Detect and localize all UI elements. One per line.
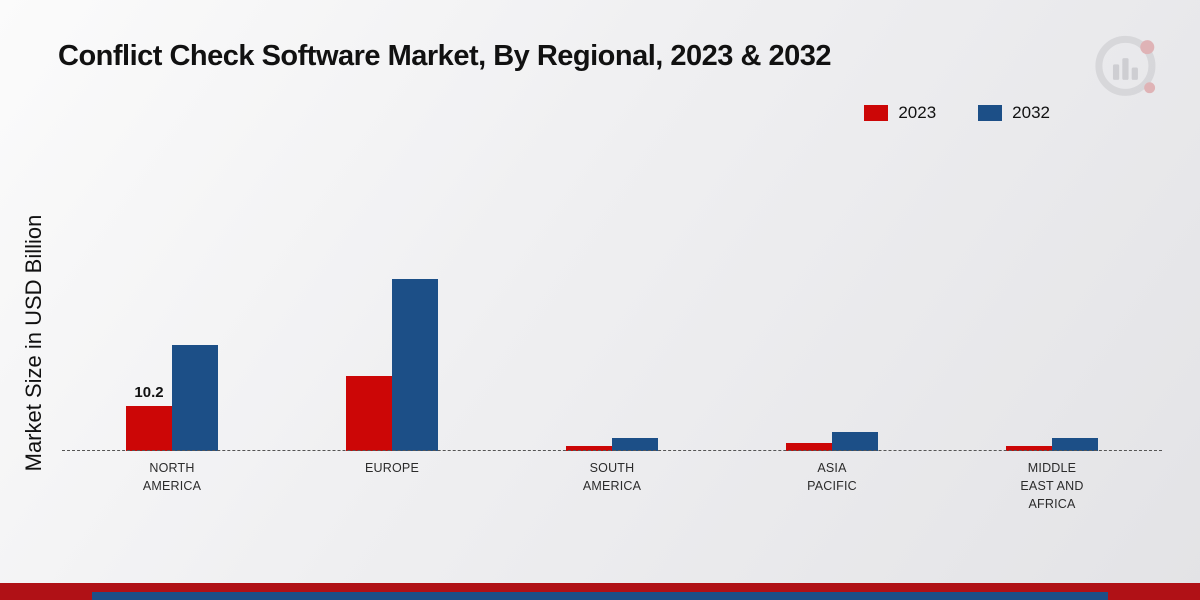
footer-blue-bar	[92, 592, 1108, 600]
x-axis-baseline	[62, 450, 1162, 451]
legend-swatch-2023	[864, 105, 889, 121]
legend-item-2023[interactable]: 2023	[864, 103, 936, 123]
legend-item-2032[interactable]: 2032	[978, 103, 1050, 123]
bar-2023	[346, 376, 392, 451]
bar-group: SOUTH AMERICA	[566, 438, 658, 493]
bar-2032	[392, 279, 438, 451]
bar-2032	[1052, 438, 1098, 451]
bar-2032	[832, 432, 878, 451]
bar-2023	[786, 443, 832, 451]
bar-2023	[1006, 446, 1052, 451]
bar-group: MIDDLE EAST AND AFRICA	[1006, 438, 1098, 511]
bar-2032	[172, 345, 218, 451]
bar-2032	[612, 438, 658, 451]
category-label: EUROPE	[365, 461, 419, 475]
category-label: ASIA PACIFIC	[807, 461, 857, 494]
category-label: SOUTH AMERICA	[582, 461, 642, 494]
bar-2023	[566, 446, 612, 451]
bar-group: 10.2 NORTH AMERICA	[126, 345, 218, 493]
page-title: Conflict Check Software Market, By Regio…	[58, 40, 832, 72]
plot-area: 10.2 NORTH AMERICA EUROPE SOUTH AMERICA ASIA…	[62, 140, 1162, 511]
category-label: NORTH AMERICA	[142, 461, 202, 494]
bar-group: ASIA PACIFIC	[786, 432, 878, 493]
legend: 2023 2032	[864, 103, 1050, 123]
bar-groups: 10.2 NORTH AMERICA EUROPE SOUTH AMERICA ASIA…	[62, 140, 1162, 511]
category-label: MIDDLE EAST AND AFRICA	[1020, 461, 1084, 512]
market-research-logo-icon	[1095, 35, 1156, 96]
legend-swatch-2032	[978, 105, 1003, 121]
y-axis-label: Market Size in USD Billion	[21, 214, 46, 472]
legend-label-2023: 2023	[898, 103, 937, 122]
bar-group: EUROPE	[346, 279, 438, 475]
bar-2023: 10.2	[126, 384, 172, 451]
bar-value-label: 10.2	[134, 384, 164, 401]
legend-label-2032: 2032	[1012, 103, 1050, 122]
